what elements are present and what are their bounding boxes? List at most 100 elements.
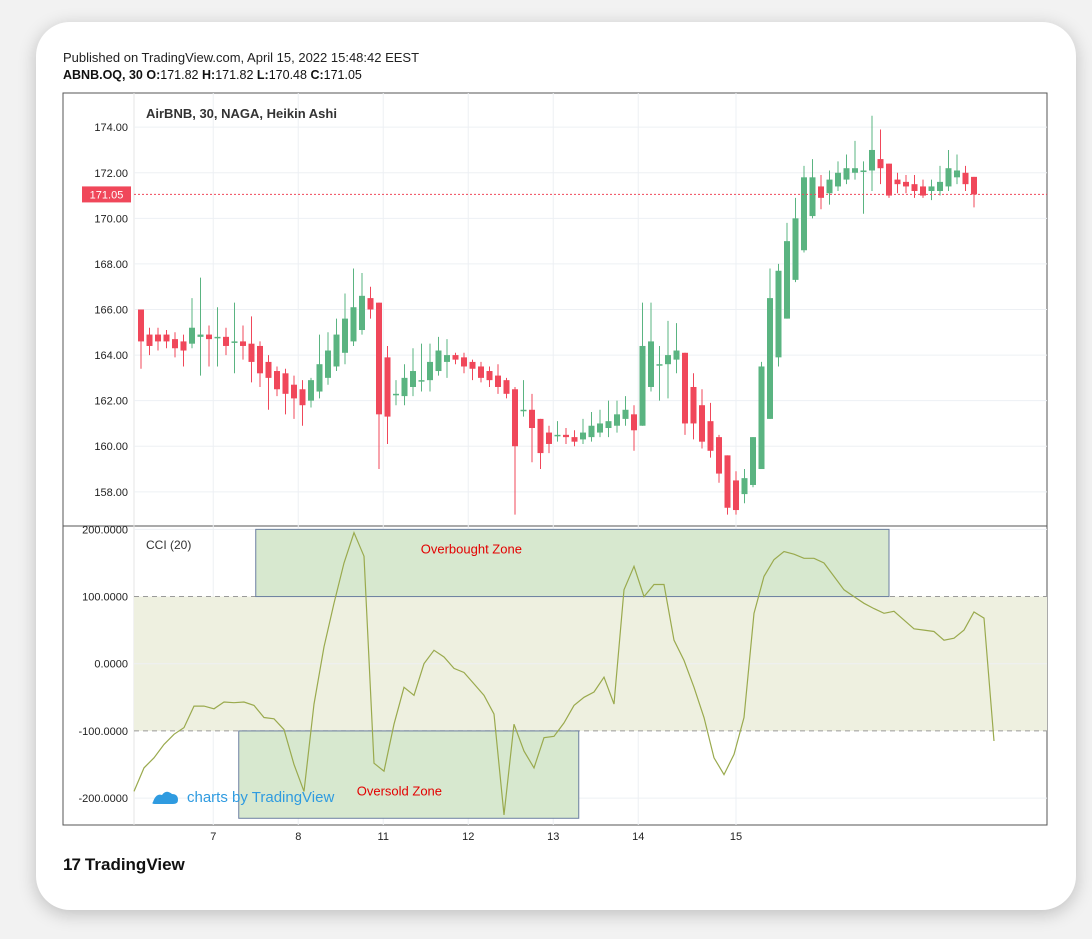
overbought-zone-label: Overbought Zone (421, 542, 522, 557)
candle-body (155, 334, 161, 342)
candle-body (673, 350, 680, 360)
candle-body (767, 298, 773, 419)
price-axis-label: 164.00 (94, 350, 128, 362)
tradingview-watermark: charts by TradingView (152, 789, 334, 806)
candle-body (945, 168, 952, 187)
candle-body (316, 364, 323, 392)
candle-body (656, 364, 663, 366)
candle-body (401, 377, 408, 397)
candle-body (146, 334, 153, 346)
candle-body (707, 421, 714, 451)
published-text: Published on TradingView.com, April 15, … (63, 50, 420, 65)
candle-body (418, 380, 425, 382)
candle-body (163, 334, 170, 342)
candle-body (223, 336, 229, 346)
candle-body (784, 241, 790, 319)
candle-body (265, 361, 272, 378)
candle-body (588, 425, 595, 438)
candle-body (435, 350, 442, 372)
low-value: 170.48 (268, 68, 307, 82)
candle-body (274, 371, 280, 390)
candle-body (809, 177, 816, 217)
candle-body (605, 421, 612, 429)
candle-body (359, 295, 365, 331)
high-label: H: (201, 68, 216, 82)
candle-body (665, 355, 671, 365)
candle-body (622, 409, 629, 419)
candle-body (503, 380, 510, 394)
candle-body (852, 168, 858, 173)
x-tick-label: 15 (730, 831, 742, 843)
candle-body (690, 386, 697, 424)
candle-body (886, 163, 892, 196)
cci-axis-label: -100.0000 (78, 726, 128, 738)
candle-body (282, 373, 289, 394)
price-pane-title: AirBNB, 30, NAGA, Heikin Ashi (146, 106, 337, 121)
candle-body (214, 336, 221, 339)
candle-body (206, 334, 212, 340)
candle-body (325, 350, 331, 378)
candle-body (384, 357, 391, 417)
candle-body (835, 172, 841, 187)
candle-body (529, 409, 535, 429)
x-tick-label: 7 (210, 831, 216, 843)
high-value: 171.82 (215, 68, 254, 82)
open-label: O: (146, 68, 161, 82)
candle-body (291, 384, 297, 399)
candle-body (231, 341, 238, 343)
price-axis-label: 160.00 (94, 441, 128, 453)
symbol-label: ABNB.OQ, 30 (63, 68, 143, 82)
candle-body (639, 345, 646, 426)
overbought-zone (255, 528, 890, 598)
candle-body (971, 176, 977, 195)
price-axis-label: 168.00 (94, 259, 128, 271)
candle-body (342, 318, 348, 353)
candle-body (962, 172, 969, 185)
candle-body (410, 371, 416, 387)
candle-body (172, 339, 178, 349)
candle-body (869, 149, 875, 171)
cloud-icon (152, 791, 178, 804)
price-axis-label: 158.00 (94, 487, 128, 499)
cci-axis-label: 0.0000 (94, 659, 128, 671)
candle-body (554, 434, 561, 437)
candle-body (597, 423, 603, 433)
candle-body (376, 302, 382, 415)
price-axis-label: 172.00 (94, 168, 128, 180)
candle-body (903, 181, 909, 187)
candle-body (571, 437, 578, 442)
close-label: C: (310, 68, 324, 82)
candle-body (546, 432, 552, 444)
candle-body (648, 341, 654, 387)
candle-body (180, 341, 187, 351)
cci-line (133, 531, 995, 815)
price-axis-label: 162.00 (94, 396, 128, 408)
candle-body (920, 186, 926, 196)
oversold-zone-label: Oversold Zone (357, 783, 442, 798)
cci-axis-label: 200.0000 (82, 524, 128, 536)
candle-body (452, 355, 459, 360)
candle-body (308, 380, 314, 401)
candle-body (520, 409, 527, 412)
candle-body (512, 389, 518, 447)
candle-body (758, 366, 765, 470)
price-axis-label: 174.00 (94, 122, 128, 134)
x-tick-label: 14 (632, 831, 644, 843)
candle-body (741, 478, 748, 495)
last-price-tag (82, 186, 131, 203)
x-tick-label: 11 (378, 831, 389, 843)
candle-body (257, 345, 263, 374)
cci-pane-title: CCI (20) (146, 538, 191, 552)
candle-body (393, 393, 399, 396)
candle-body (240, 341, 246, 346)
candle-body (461, 357, 467, 367)
candle-body (367, 298, 374, 310)
tradingview-logo[interactable]: 17 TradingView (63, 855, 185, 875)
candle-body (860, 170, 867, 172)
candle-body (495, 375, 501, 387)
candle-body (894, 179, 901, 185)
candle-body (792, 218, 799, 280)
tradingview-brand-text: TradingView (84, 855, 185, 874)
watermark-text: charts by TradingView (187, 789, 334, 806)
